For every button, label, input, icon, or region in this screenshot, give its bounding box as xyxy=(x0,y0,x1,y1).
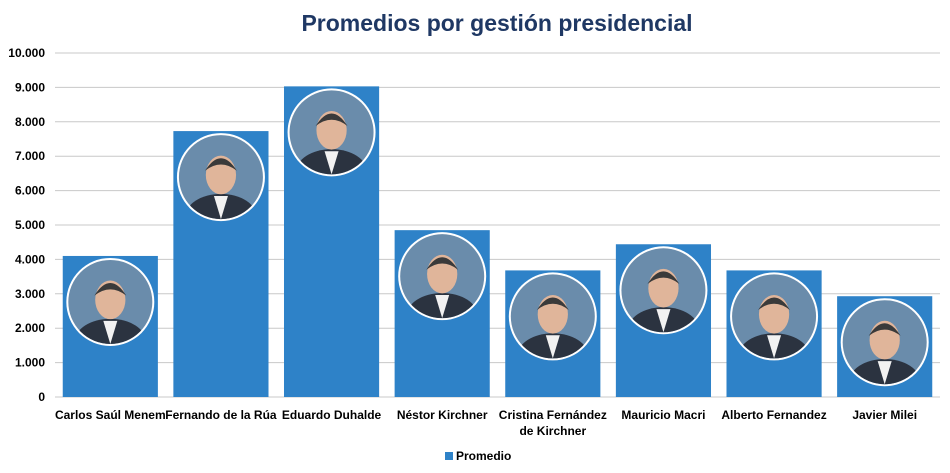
y-tick-label: 10.000 xyxy=(8,46,45,60)
x-tick-label: Carlos Saúl Menem xyxy=(55,408,166,422)
y-axis: 0 1.000 2.000 3.000 4.000 5.000 6.000 7.000 8.00… xyxy=(8,46,45,404)
y-tick-label: 0 xyxy=(38,390,45,404)
x-tick-label: Fernando de la Rúa xyxy=(165,408,277,422)
x-axis: Carlos Saúl Menem Fernando de la Rúa Eduar… xyxy=(55,408,917,438)
x-tick-label: Néstor Kirchner xyxy=(397,408,488,422)
x-tick-label: Eduardo Duhalde xyxy=(282,408,382,422)
portrait-icon xyxy=(508,272,597,361)
y-tick-label: 5.000 xyxy=(15,218,45,232)
y-tick-label: 2.000 xyxy=(15,321,45,335)
x-tick-label: Mauricio Macri xyxy=(621,408,705,422)
portrait-icon xyxy=(398,232,487,321)
portrait-icon xyxy=(840,298,929,387)
legend: Promedio xyxy=(445,449,511,463)
y-tick-label: 4.000 xyxy=(15,252,45,266)
y-tick-label: 8.000 xyxy=(15,115,45,129)
x-tick-label: Cristina Fernández de Kirchner xyxy=(499,408,607,438)
portrait-icon xyxy=(66,257,155,346)
x-tick-label: Javier Milei xyxy=(852,408,917,422)
y-tick-label: 6.000 xyxy=(15,184,45,198)
portrait-icon xyxy=(619,246,708,335)
y-tick-label: 3.000 xyxy=(15,287,45,301)
portraits xyxy=(66,88,929,387)
portrait-icon xyxy=(287,88,376,177)
legend-swatch xyxy=(445,452,453,460)
y-tick-label: 9.000 xyxy=(15,80,45,94)
legend-label: Promedio xyxy=(456,449,511,463)
y-tick-label: 1.000 xyxy=(15,356,45,370)
chart-title: Promedios por gestión presidencial xyxy=(301,10,692,36)
portrait-icon xyxy=(176,133,265,222)
x-tick-label: Alberto Fernandez xyxy=(721,408,826,422)
y-tick-label: 7.000 xyxy=(15,149,45,163)
portrait-icon xyxy=(730,272,819,361)
